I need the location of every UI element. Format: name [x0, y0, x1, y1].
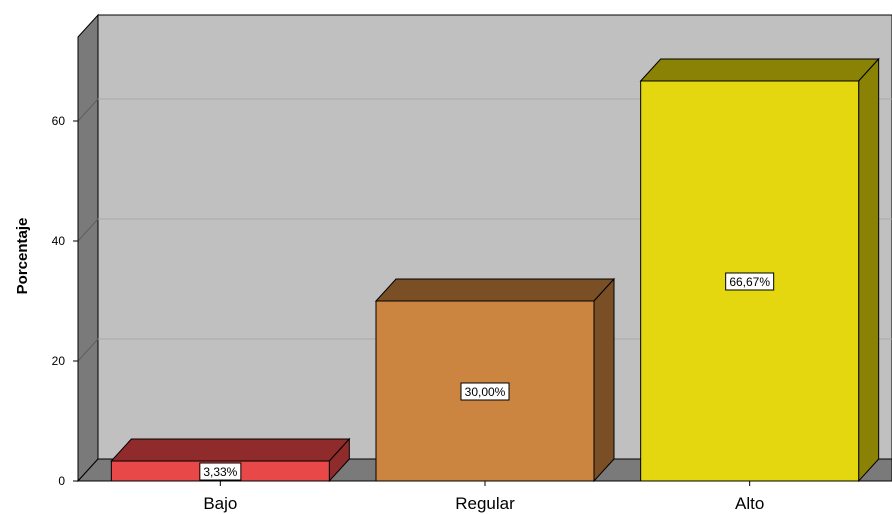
- data-label-box: [725, 272, 775, 291]
- x-tick-label: Bajo: [203, 494, 237, 513]
- bar-top: [110, 438, 351, 462]
- bars: 3,33% 30,00% 66,67%: [110, 57, 880, 483]
- y-axis-title: Porcentaje: [14, 218, 31, 295]
- data-label: 66,67%: [729, 275, 770, 289]
- side-wall: [77, 13, 99, 483]
- x-axis: Bajo Regular Alto: [203, 481, 764, 513]
- y-tick-label: 40: [52, 234, 66, 248]
- bar-side: [858, 57, 880, 483]
- bar-top: [374, 278, 616, 302]
- data-label-box: [199, 462, 242, 481]
- data-label: 30,00%: [465, 385, 506, 399]
- y-tick-label: 20: [52, 354, 66, 368]
- y-tick-label: 0: [58, 474, 65, 488]
- bar-regular: 30,00%: [374, 277, 616, 483]
- gridline-side: [77, 338, 99, 362]
- data-label-box: [460, 382, 510, 401]
- gridline-side: [77, 98, 99, 122]
- bar-bajo: 3,33%: [110, 437, 351, 483]
- bar-top: [639, 58, 880, 82]
- x-tick-label: Alto: [735, 494, 764, 513]
- bar-side: [593, 277, 615, 483]
- y-axis: 0 20 40 60: [52, 37, 79, 488]
- data-label: 3,33%: [203, 465, 237, 479]
- y-tick-label: 60: [52, 114, 66, 128]
- x-tick-label: Regular: [455, 494, 515, 513]
- bar-alto: 66,67%: [639, 57, 880, 483]
- gridline-side: [77, 218, 99, 242]
